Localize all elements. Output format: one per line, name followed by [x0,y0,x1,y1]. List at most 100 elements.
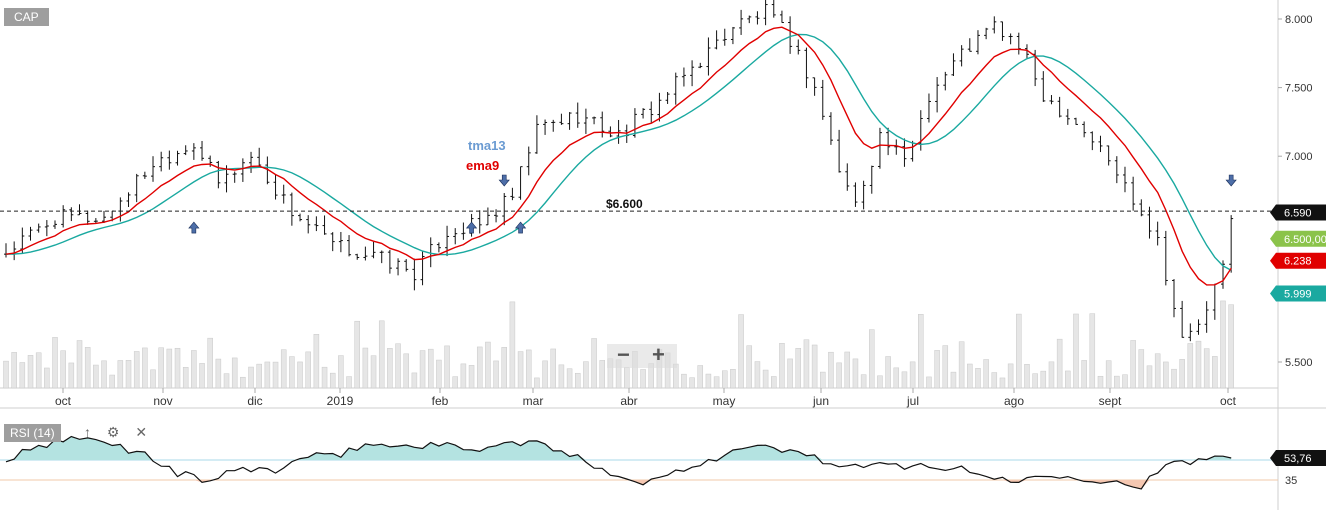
volume-bar [321,366,328,389]
volume-bar [583,361,589,389]
volume-bar [460,363,467,389]
volume-bar [240,376,246,389]
add-indicator-icon[interactable]: ↑ [84,424,91,440]
y-tick-label: 8.000 [1285,14,1313,26]
volume-bar [35,352,42,389]
volume-bar [1040,370,1047,389]
volume-bar [313,333,320,389]
volume-bar [1016,313,1022,389]
volume-bar [125,360,132,389]
volume-bar [11,352,17,389]
volume-bar [101,360,107,389]
volume-bar [550,348,556,389]
volume-bar [150,369,156,389]
volume-bar [27,355,34,389]
volume-bar [517,351,524,389]
volume-bar [199,363,205,389]
volume-bar [109,374,115,389]
price-label-text: 5.999 [1284,289,1312,301]
x-tick-label: nov [153,394,172,408]
volume-bar [427,348,434,389]
x-tick-label: dic [247,394,262,408]
volume-bar [411,372,418,389]
volume-bar [836,362,842,389]
volume-bar [820,371,826,389]
x-tick-label: ago [1004,394,1024,408]
volume-bar [1007,363,1014,389]
volume-bar [117,360,124,389]
x-tick-label: may [713,394,736,408]
price-label-text: 6.500,00 [1284,234,1326,246]
arrow-down-icon [1225,174,1237,187]
arrow-up-icon [465,221,478,234]
volume-bar [1220,300,1226,389]
y-tick-label: 7.500 [1285,83,1313,95]
volume-bar [1122,374,1128,389]
volume-bar [182,367,189,389]
price-label-text: 6.238 [1284,256,1312,268]
y-tick-label: 5.500 [1285,357,1313,369]
volume-bar [378,320,385,389]
price-label-text: 6.590 [1284,207,1312,219]
volume-bar [909,361,916,389]
rsi-value-text: 53,76 [1284,453,1312,465]
support-line-label: $6.600 [606,197,643,211]
price-label-tag [1270,230,1326,247]
volume-bar [133,351,140,389]
volume-bar [256,363,262,389]
volume-bar [395,343,401,389]
rsi-toolbar: ↑ ⚙ ✕ [84,424,147,441]
volume-bar [1056,338,1063,389]
ticker-badge[interactable]: CAP [4,8,49,26]
close-icon[interactable]: ✕ [135,424,148,440]
volume-bar [280,349,287,389]
volume-bar [811,344,818,389]
price-label-tag [1270,252,1326,269]
volume-bar [1195,340,1202,389]
volume-bar [1154,353,1161,389]
volume-bar [476,346,483,389]
x-tick-label: jul [906,394,919,408]
volume-bar [869,329,875,389]
x-tick-label: 2019 [327,394,354,408]
volume-bar [1146,365,1153,389]
volume-bar [722,370,728,389]
volume-bar [329,372,336,389]
rsi-oversold-fill [6,480,1232,489]
volume-bar [950,371,957,389]
volume-bar [738,314,744,389]
volume-bar [681,373,687,389]
volume-bar [746,345,753,389]
volume-bar [166,348,173,389]
arrow-up-icon [188,221,200,234]
zoom-in-button[interactable]: + [652,342,665,367]
rsi-badge[interactable]: RSI (14) [4,424,61,442]
legend-ema9: ema9 [466,158,499,173]
x-tick-label: sept [1099,394,1122,408]
volume-bar [885,356,891,389]
volume-bar [387,348,393,389]
volume-bar [1081,360,1087,389]
volume-bar [918,314,924,389]
zoom-out-button[interactable]: − [617,342,630,367]
volume-bar [52,337,58,389]
volume-bar [468,365,475,389]
volume-bar [803,339,810,389]
volume-bar [215,358,222,389]
volume-bar [958,341,965,389]
volume-bar [926,376,932,389]
volume-bar [901,371,908,389]
volume-bar [893,367,900,389]
volume-bar [436,359,442,389]
volume-bar [844,351,851,389]
gear-icon[interactable]: ⚙ [106,424,120,440]
tma13-line [5,33,1232,271]
volume-bar [640,369,646,389]
ema9-line [5,26,1232,286]
rsi-y-tick-label: 35 [1285,475,1297,487]
arrow-up-icon [514,221,527,234]
volume-bar [1089,313,1096,389]
x-tick-label: oct [55,394,72,408]
volume-bar [1048,361,1055,389]
